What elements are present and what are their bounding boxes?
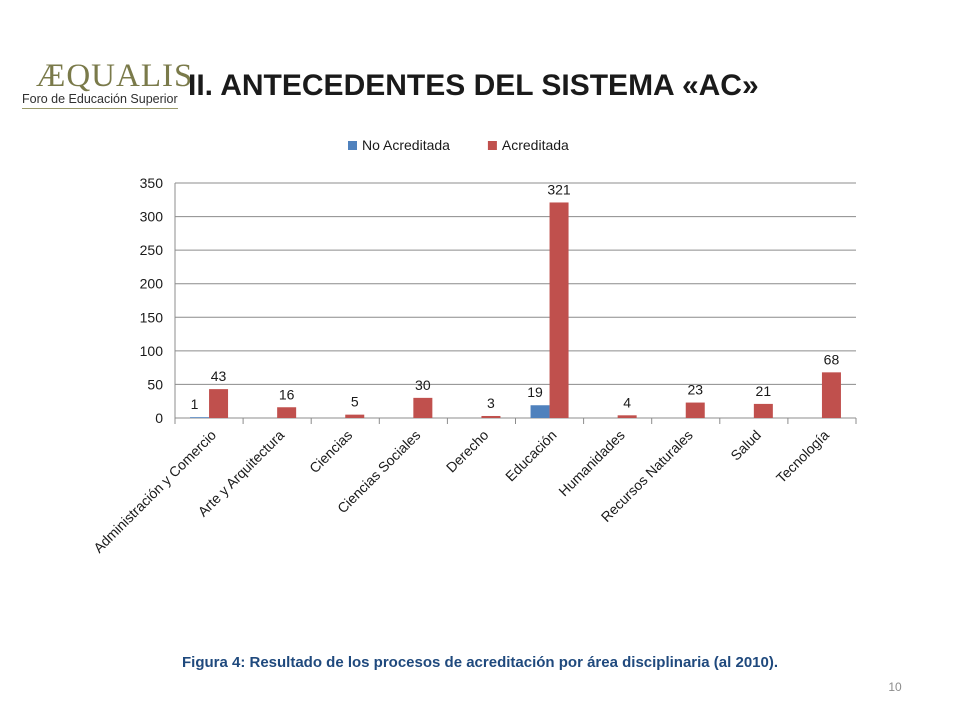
bar-chart: 0 50 100 150 200 250 300 350 1 19 43 16 5 30 3 321 4 23 21…	[90, 137, 857, 556]
x-tick-label: Salud	[727, 427, 764, 464]
data-label: 3	[487, 395, 495, 411]
bar	[345, 414, 365, 418]
bar	[530, 405, 550, 418]
data-label: 19	[527, 384, 543, 400]
data-label: 16	[279, 386, 295, 402]
x-tick-label: Derecho	[443, 427, 492, 476]
bar	[209, 389, 229, 418]
data-label: 1	[191, 396, 199, 412]
bar	[753, 403, 773, 418]
page-number: 10	[888, 680, 902, 694]
bar	[617, 415, 637, 418]
bar	[685, 402, 705, 418]
y-tick-label: 350	[140, 175, 164, 191]
bar	[549, 202, 569, 418]
bar	[190, 417, 210, 418]
data-label: 321	[547, 181, 571, 197]
y-tick-label: 300	[140, 209, 164, 225]
x-tick-label: Tecnología	[773, 427, 832, 486]
x-tick-label: Humanidades	[555, 427, 627, 499]
figure-caption: Figura 4: Resultado de los procesos de a…	[181, 654, 779, 671]
bar	[481, 415, 501, 418]
y-tick-label: 0	[155, 410, 163, 426]
legend-label: Acreditada	[502, 137, 569, 153]
y-tick-label: 200	[140, 276, 164, 292]
data-label: 68	[824, 351, 840, 367]
legend-swatch	[487, 141, 497, 150]
data-label: 4	[623, 394, 631, 410]
data-label: 21	[756, 383, 772, 399]
x-tick-label: Educación	[502, 427, 560, 485]
logo-divider	[22, 108, 178, 109]
x-tick-label: Administración y Comercio	[90, 427, 219, 556]
y-tick-label: 100	[140, 343, 164, 359]
legend-swatch	[348, 141, 357, 150]
bar	[277, 407, 297, 418]
y-tick-label: 150	[140, 309, 164, 325]
logo-subtitle: Foro de Educación Superior	[22, 92, 178, 106]
data-label: 30	[415, 377, 431, 393]
aequalis-logo: ÆQUALIS Foro de Educación Superior	[22, 58, 192, 112]
logo-wordmark: ÆQUALIS	[36, 58, 194, 94]
y-tick-label: 250	[140, 242, 164, 258]
legend-label: No Acreditada	[362, 137, 450, 153]
page-title: II. ANTECEDENTES DEL SISTEMA «AC»	[188, 69, 759, 102]
data-label: 23	[687, 382, 703, 398]
data-label: 5	[351, 394, 359, 410]
x-tick-label: Ciencias	[306, 427, 355, 476]
bar	[821, 372, 841, 418]
bar	[413, 397, 433, 418]
data-label: 43	[211, 368, 227, 384]
y-tick-label: 50	[147, 376, 163, 392]
